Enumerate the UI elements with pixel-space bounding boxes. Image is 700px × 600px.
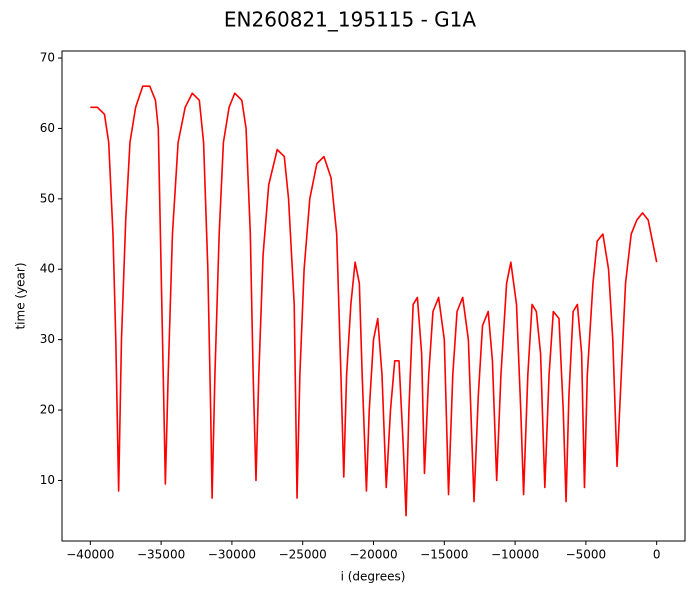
y-tick-label: 60 [40, 121, 55, 135]
y-axis-label: time (year) [14, 262, 28, 329]
x-axis-label: i (degrees) [341, 570, 406, 584]
x-tick-label: −40000 [66, 548, 114, 562]
y-tick-label: 20 [40, 403, 55, 417]
x-tick-label: 0 [653, 548, 661, 562]
x-tick-label: −30000 [208, 548, 256, 562]
y-tick-label: 70 [40, 51, 55, 65]
x-tick-label: −20000 [349, 548, 397, 562]
y-tick-label: 50 [40, 191, 55, 205]
x-tick-label: −35000 [137, 548, 185, 562]
y-tick-label: 10 [40, 473, 55, 487]
x-tick-label: −15000 [420, 548, 468, 562]
chart-title: EN260821_195115 - G1A [224, 8, 476, 32]
axes-frame [61, 50, 686, 542]
x-tick-label: −5000 [566, 548, 607, 562]
y-tick-label: 30 [40, 332, 55, 346]
x-tick-label: −10000 [491, 548, 539, 562]
y-tick-label: 40 [40, 262, 55, 276]
x-tick-label: −25000 [279, 548, 327, 562]
data-line [90, 85, 658, 517]
